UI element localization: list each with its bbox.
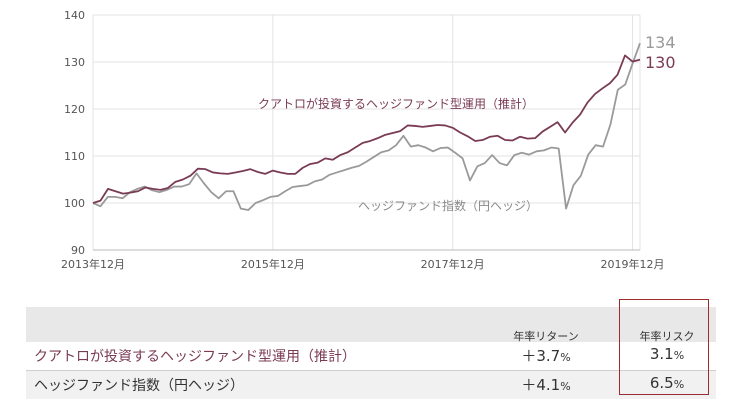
risk-value: 3.1 [649,345,674,363]
line-chart: 90 100 110 120 130 140 2013年12月 2015年12月 2017年1… [61,9,676,271]
row-return: ＋4.1% [481,374,611,395]
return-value: ＋3.7 [521,347,561,365]
row-risk: 3.1% [622,345,712,363]
table-row: クアトロが投資するヘッジファンド型運用（推計） ＋3.7% 3.1% [26,342,716,371]
percent-unit: % [673,349,685,362]
percent-unit: % [560,351,571,364]
end-label-index: 134 [645,33,676,52]
y-tick-label: 140 [64,9,85,22]
end-label-quattro: 130 [645,53,676,72]
y-tick-label: 90 [71,244,85,257]
series-label-index: ヘッジファンド指数（円ヘッジ） [358,198,538,213]
y-tick-label: 130 [64,56,85,69]
x-tick-label: 2015年12月 [241,257,305,271]
x-tick-label: 2019年12月 [601,257,665,271]
y-tick-label: 110 [64,150,85,163]
header-annual-risk: 年率リスク [639,330,695,343]
series-labels: クアトロが投資するヘッジファンド型運用（推計） ヘッジファンド指数（円ヘッジ） 13… [258,33,676,213]
row-name: ヘッジファンド指数（円ヘッジ） [34,378,244,394]
risk-highlight-box [619,299,709,395]
y-axis: 90 100 110 120 130 140 [64,9,85,257]
table-row: ヘッジファンド指数（円ヘッジ） ＋4.1% 6.5% [26,371,716,399]
y-tick-label: 100 [64,197,85,210]
row-risk: 6.5% [622,374,712,392]
return-value: ＋4.1 [521,376,561,394]
performance-table: 年率リターン 年率リスク クアトロが投資するヘッジファンド型運用（推計） ＋3.… [26,297,716,399]
table-header: 年率リターン 年率リスク [26,307,716,343]
percent-unit: % [673,378,685,391]
row-return: ＋3.7% [481,345,611,366]
header-annual-return: 年率リターン [513,330,579,343]
x-tick-label: 2017年12月 [421,257,485,271]
row-name: クアトロが投資するヘッジファンド型運用（推計） [34,349,356,365]
x-axis: 2013年12月 2015年12月 2017年12月 2019年12月 [61,249,665,271]
series-label-quattro: クアトロが投資するヘッジファンド型運用（推計） [258,96,534,111]
x-tick-label: 2013年12月 [61,257,125,271]
percent-unit: % [560,380,571,393]
series-lines [92,42,641,211]
risk-value: 6.5 [649,374,674,392]
series-line-index [92,42,641,211]
chart-grid [92,14,641,251]
y-tick-label: 120 [64,103,85,116]
series-line-quattro [92,54,641,204]
